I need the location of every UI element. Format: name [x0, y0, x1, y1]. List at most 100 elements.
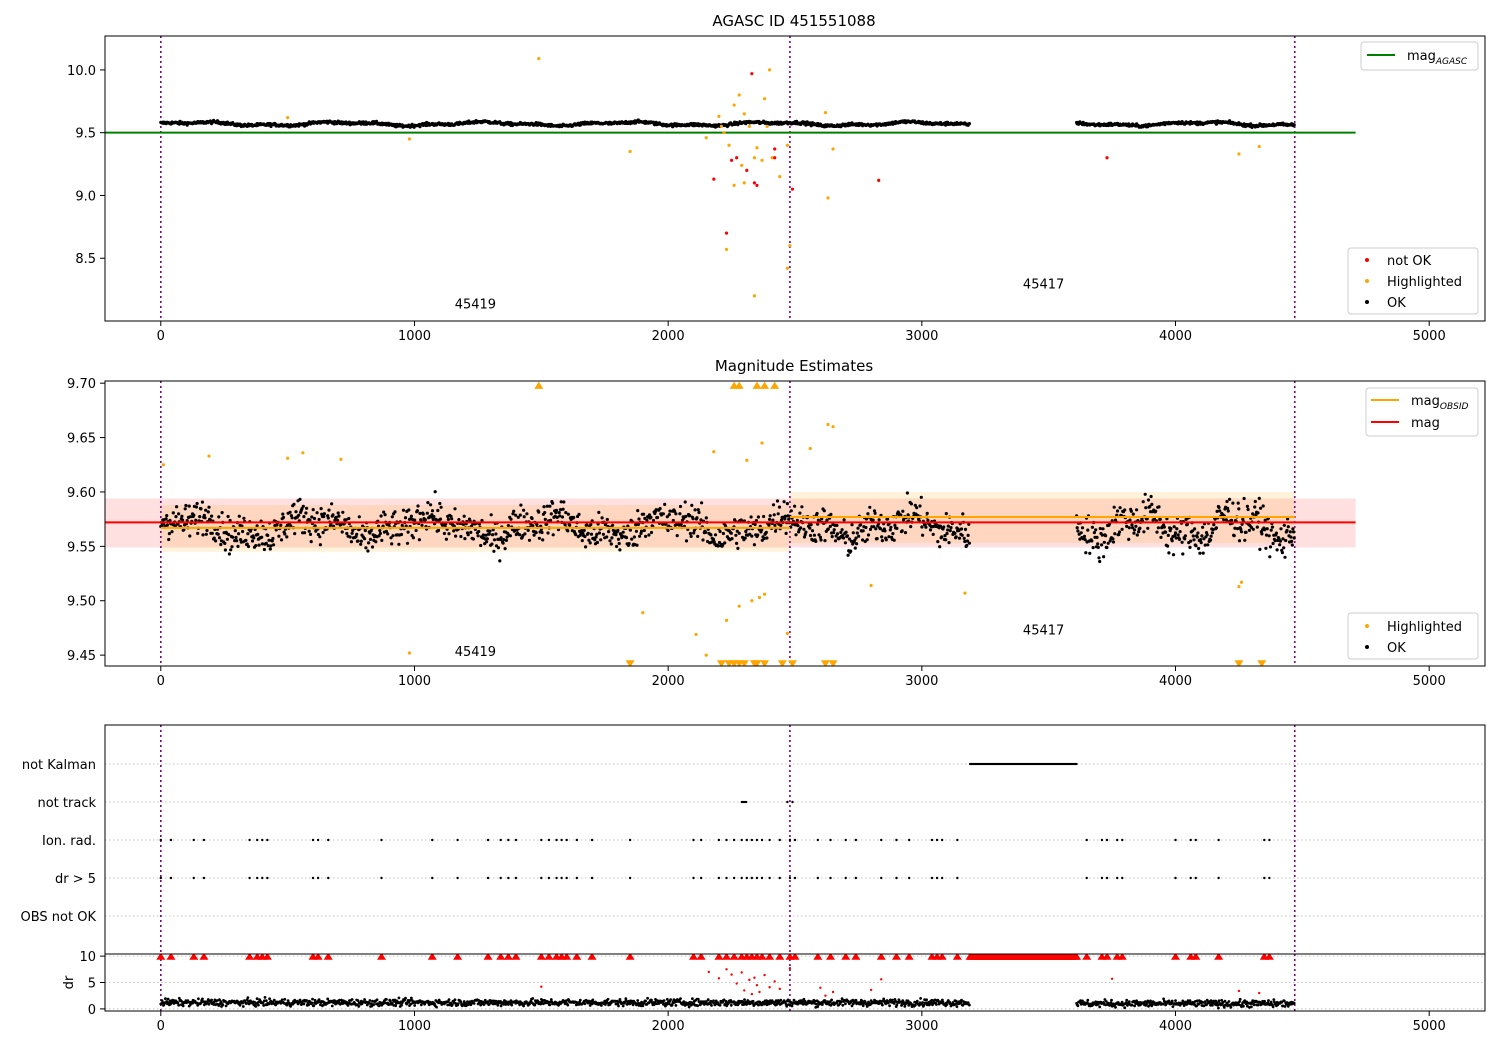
flag-point	[732, 838, 736, 842]
x-tick-label: 5000	[1413, 674, 1446, 689]
dr-clipped-marker	[544, 954, 554, 960]
flag-point	[750, 838, 754, 842]
ok-points	[159, 996, 971, 1009]
y-tick-label: 9.5	[75, 127, 96, 142]
dr-clipped-marker	[757, 954, 767, 960]
clipped-low-marker	[739, 660, 749, 666]
not-ok-points-point	[712, 177, 716, 181]
highlighted-points-point	[785, 143, 789, 147]
obsid-label: 45417	[1023, 277, 1064, 292]
highlighted-points-point	[286, 456, 290, 460]
flag-point	[248, 876, 251, 880]
highlighted-points-point	[1239, 580, 1244, 584]
dr-clipped-marker	[625, 954, 635, 960]
flag-point	[699, 876, 703, 880]
dr-clipped-marker	[1214, 954, 1224, 960]
dr-red-point	[773, 980, 776, 983]
dr-red-point	[730, 973, 733, 976]
highlighted-points-point	[757, 595, 762, 600]
flag-point	[725, 876, 728, 880]
flag-point	[956, 838, 959, 842]
x-tick-label: 2000	[652, 674, 685, 689]
flag-point	[788, 838, 792, 842]
flag-point	[844, 838, 847, 842]
highlighted-points-point	[1237, 584, 1241, 589]
flag-point	[456, 838, 459, 842]
flag-point	[261, 838, 264, 842]
y-tick-label: 9.0	[75, 189, 96, 204]
highlighted-points-point	[719, 124, 724, 128]
dr-clipped-marker	[765, 954, 775, 960]
dr-red-point	[763, 973, 766, 977]
dr-clipped-marker	[826, 954, 836, 960]
dr-clipped-marker	[1171, 954, 1181, 960]
highlighted-points-point	[1237, 152, 1241, 156]
flag-point	[202, 838, 206, 842]
flag-point	[1189, 876, 1192, 880]
flag-row-label: dr > 5	[55, 872, 96, 887]
dr-red-point	[755, 983, 759, 987]
dr-red-point	[753, 976, 756, 979]
flag-point	[1121, 876, 1124, 880]
y-tick-label: 9.45	[67, 649, 96, 664]
highlighted-points-point	[301, 451, 305, 455]
flag-point	[692, 838, 695, 842]
dr-axis-label: dr	[62, 975, 77, 989]
flag-point	[514, 838, 518, 842]
clipped-low-marker	[752, 660, 762, 666]
highlighted-points-point	[724, 247, 729, 252]
flag-point	[499, 876, 502, 880]
flag-point	[786, 800, 789, 804]
y-tick-label: 8.5	[75, 252, 96, 267]
ok-points	[1075, 119, 1296, 129]
dr-red-point	[717, 977, 721, 980]
flag-point	[1194, 876, 1198, 880]
flag-point	[940, 876, 944, 880]
flag-point	[327, 876, 330, 880]
highlighted-points-point	[808, 446, 812, 451]
highlighted-points-point	[742, 112, 746, 116]
obsid-label: 45419	[455, 645, 496, 660]
clipped-low-marker	[760, 660, 770, 666]
flag-point	[431, 838, 434, 842]
x-tick-label: 3000	[905, 674, 938, 689]
flag-point	[540, 838, 543, 842]
legend-ok-label: OK	[1387, 296, 1406, 311]
flag-point	[202, 876, 206, 880]
highlighted-points-point	[724, 618, 729, 622]
flag-point	[816, 838, 820, 842]
flag-point	[547, 876, 551, 880]
dr-red-point	[768, 986, 771, 989]
flag-point	[1263, 838, 1266, 842]
flag-point	[456, 876, 459, 880]
clipped-low-marker	[820, 660, 830, 666]
flag-point	[1217, 876, 1220, 880]
dr-clipped-marker	[775, 954, 785, 960]
x-tick-label: 1000	[398, 674, 431, 689]
flag-point	[930, 876, 934, 880]
highlighted-points-point	[694, 632, 698, 637]
dr-red-point	[750, 992, 754, 996]
legend-ok-marker	[1365, 645, 1369, 649]
flag-point	[745, 838, 749, 842]
flag-point	[555, 838, 558, 842]
flag-point	[256, 876, 259, 880]
dr-clipped-marker	[1117, 954, 1127, 960]
clipped-low-marker	[1234, 660, 1244, 666]
flag-point	[547, 838, 551, 842]
x-tick-label: 4000	[1159, 1019, 1192, 1034]
x-tick-label: 1000	[398, 1019, 431, 1034]
highlighted-points-point	[339, 457, 343, 461]
dr-red-point	[743, 989, 746, 992]
flag-point	[1268, 876, 1271, 880]
flag-point	[793, 838, 797, 842]
dr-red-point	[540, 985, 543, 988]
highlighted-points-point	[740, 163, 744, 167]
dr-clipped-marker	[696, 954, 706, 960]
flag-point	[1085, 838, 1088, 842]
highlighted-points-point	[752, 294, 757, 298]
axes-frame	[104, 35, 1486, 322]
dr-clipped-marker	[904, 954, 914, 960]
highlighted-points-point	[785, 266, 789, 270]
y-tick-label: 10.0	[67, 64, 96, 79]
